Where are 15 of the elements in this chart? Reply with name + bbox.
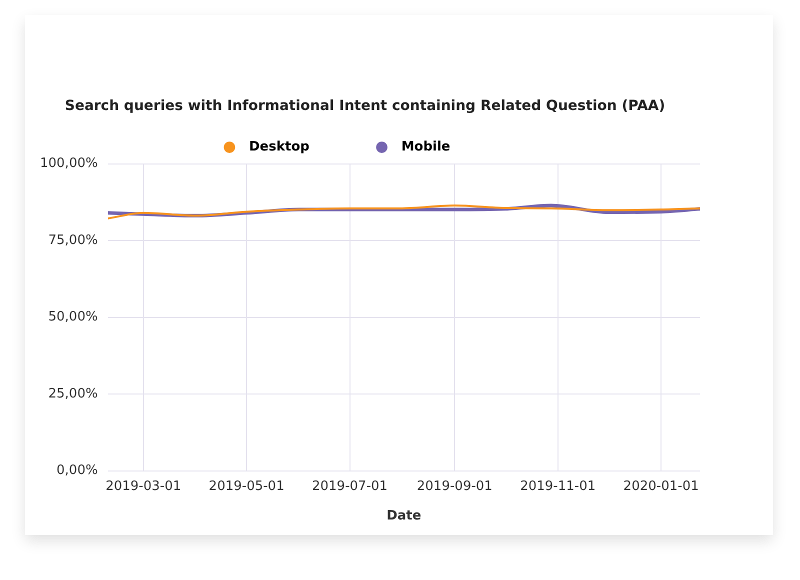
x-tick-label: 2019-07-01 (312, 478, 388, 494)
y-tick-label: 50,00% (48, 310, 98, 325)
legend-label: Desktop (240, 140, 364, 155)
x-tick-label: 2019-05-01 (208, 478, 284, 494)
y-tick-label: 100,00% (40, 156, 98, 172)
x-tick-label: 2020-01-01 (623, 478, 699, 494)
x-tick-label: 2019-09-01 (416, 478, 492, 494)
y-tick-label: 0,00% (56, 463, 98, 478)
legend-label: Mobile (392, 140, 505, 155)
x-tick-label: 2019-03-01 (106, 478, 182, 494)
y-tick-label: 25,00% (48, 386, 98, 402)
chart-title: Search queries with Informational Intent containing Related Question (PAA) (64, 98, 666, 114)
x-axis-title: Date (386, 508, 422, 524)
x-tick-label: 2019-11-01 (520, 478, 596, 494)
y-tick-label: 75,00% (48, 232, 98, 248)
